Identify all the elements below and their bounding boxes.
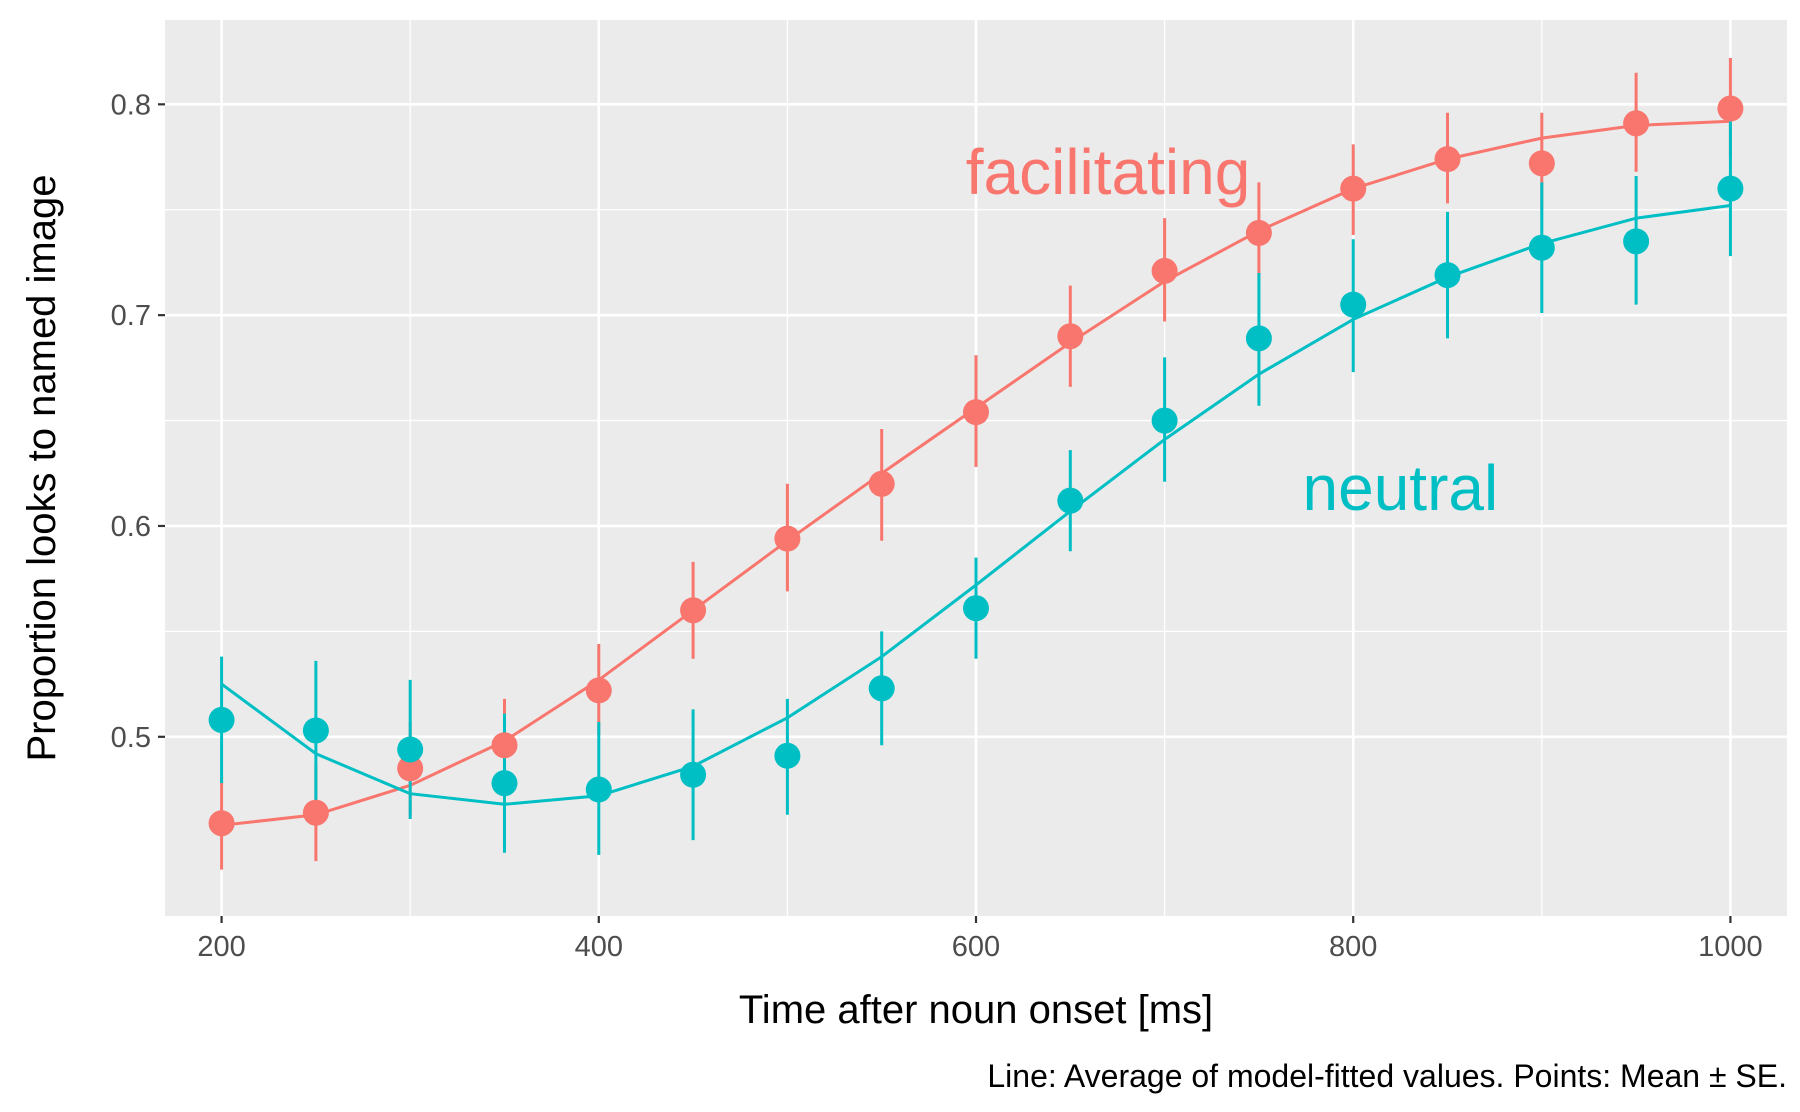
x-tick-label: 600	[952, 931, 1000, 963]
facilitating-point	[585, 677, 612, 704]
neutral-point	[208, 706, 235, 733]
neutral-point	[1245, 325, 1272, 352]
facilitating-point	[680, 597, 707, 624]
facilitating-point	[1623, 110, 1650, 137]
neutral-point	[1623, 228, 1650, 255]
x-tick-label: 200	[197, 931, 245, 963]
major-gridlines	[165, 20, 1787, 916]
neutral-point	[585, 776, 612, 803]
facilitating-series-label: facilitating	[966, 136, 1251, 208]
data-points	[208, 95, 1744, 837]
tick-labels: 200 400 600 800 1000 0.5 0.6 0.7 0.8	[111, 89, 1763, 963]
neutral-point	[1057, 487, 1084, 514]
facilitating-point	[1245, 219, 1272, 246]
neutral-point	[397, 736, 424, 763]
y-axis-title: Proportion looks to named image	[20, 175, 64, 762]
neutral-point	[1151, 407, 1178, 434]
neutral-point	[302, 717, 329, 744]
chart-caption: Line: Average of model-fitted values. Po…	[987, 1058, 1787, 1094]
facilitating-point	[868, 470, 895, 497]
neutral-point	[868, 675, 895, 702]
axis-ticks	[158, 103, 1732, 923]
neutral-point	[963, 595, 989, 622]
facilitating-point	[1340, 175, 1367, 202]
y-tick-label: 0.6	[111, 511, 151, 543]
facilitating-point	[1057, 323, 1084, 350]
y-tick-label: 0.7	[111, 300, 151, 332]
facilitating-point	[491, 732, 518, 759]
facilitating-point	[208, 810, 235, 837]
facilitating-point	[397, 755, 424, 782]
x-tick-label: 800	[1329, 931, 1377, 963]
x-axis-title: Time after noun onset [ms]	[739, 988, 1213, 1032]
series-labels: facilitating neutral	[966, 136, 1498, 524]
neutral-point	[774, 742, 801, 769]
facilitating-point	[302, 799, 329, 826]
neutral-point	[680, 761, 707, 788]
neutral-point	[1340, 291, 1367, 318]
x-tick-label: 400	[575, 931, 623, 963]
neutral-point	[1528, 234, 1555, 261]
facilitating-point	[963, 399, 989, 426]
y-tick-label: 0.8	[111, 89, 151, 121]
facilitating-point	[1151, 257, 1178, 284]
neutral-point	[1717, 175, 1744, 202]
facilitating-point	[1528, 150, 1555, 177]
facilitating-point	[1717, 95, 1744, 122]
neutral-point	[1434, 262, 1461, 289]
y-tick-label: 0.5	[111, 722, 151, 754]
neutral-point	[491, 770, 518, 797]
facilitating-point	[1434, 146, 1461, 173]
x-tick-label: 1000	[1698, 931, 1763, 963]
neutral-series-label: neutral	[1303, 452, 1499, 524]
facilitating-point	[774, 525, 801, 552]
